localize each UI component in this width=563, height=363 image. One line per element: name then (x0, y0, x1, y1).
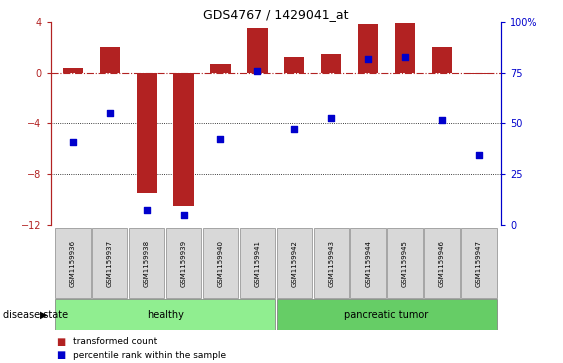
Bar (469, 73, 489, 74)
Text: transformed count: transformed count (73, 338, 158, 346)
Bar (314, 228, 349, 298)
Text: GSM1159936: GSM1159936 (70, 240, 76, 287)
Point (216, 136, 225, 142)
Bar (55, 228, 91, 298)
Text: GSM1159940: GSM1159940 (217, 240, 224, 287)
Text: GSM1159937: GSM1159937 (107, 240, 113, 287)
Bar (100, 47, 120, 73)
Bar (92, 228, 127, 298)
Bar (129, 228, 164, 298)
Bar (173, 73, 194, 206)
Bar (461, 228, 497, 298)
Bar (387, 228, 423, 298)
Point (401, 54, 410, 60)
Bar (350, 228, 386, 298)
Text: healthy: healthy (147, 310, 184, 320)
Point (253, 68, 262, 74)
Bar (62, 68, 83, 73)
Bar (240, 228, 275, 298)
Point (364, 56, 373, 61)
Bar (425, 228, 460, 298)
Text: GSM1159944: GSM1159944 (365, 240, 371, 287)
Bar (284, 57, 305, 73)
Point (105, 110, 114, 116)
Text: ■: ■ (56, 337, 65, 347)
Text: pancreatic tumor: pancreatic tumor (345, 310, 429, 320)
Text: disease state: disease state (3, 310, 68, 320)
Bar (432, 47, 452, 73)
Bar (358, 24, 378, 73)
Point (68, 139, 77, 145)
Bar (247, 28, 267, 73)
Bar (321, 53, 341, 73)
Point (327, 115, 336, 121)
Bar (203, 228, 238, 298)
Text: ■: ■ (56, 350, 65, 360)
Bar (276, 228, 312, 298)
Bar (395, 23, 415, 73)
Bar (276, 299, 497, 330)
Text: GSM1159939: GSM1159939 (181, 240, 186, 287)
Text: GSM1159938: GSM1159938 (144, 240, 150, 287)
Title: GDS4767 / 1429041_at: GDS4767 / 1429041_at (203, 8, 348, 21)
Point (179, 212, 188, 218)
Text: GSM1159941: GSM1159941 (254, 240, 261, 287)
Text: GSM1159947: GSM1159947 (476, 240, 482, 287)
Text: ▶: ▶ (41, 310, 48, 320)
Bar (211, 64, 231, 73)
Text: GSM1159946: GSM1159946 (439, 240, 445, 287)
Bar (136, 73, 157, 193)
Point (290, 126, 299, 131)
Point (142, 207, 151, 213)
Bar (55, 299, 275, 330)
Text: GSM1159942: GSM1159942 (291, 240, 297, 287)
Text: GSM1159943: GSM1159943 (328, 240, 334, 287)
Bar (166, 228, 202, 298)
Text: percentile rank within the sample: percentile rank within the sample (73, 351, 226, 359)
Text: GSM1159945: GSM1159945 (402, 240, 408, 287)
Point (475, 152, 484, 158)
Point (437, 117, 446, 123)
